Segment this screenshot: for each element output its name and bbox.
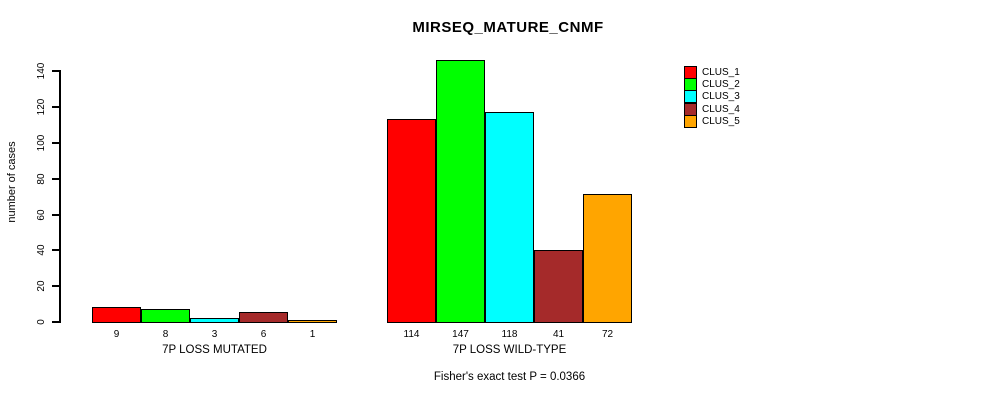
- legend-item: CLUS_4: [684, 102, 740, 116]
- legend-label: CLUS_1: [702, 66, 740, 78]
- y-axis-tick-label: 80: [36, 173, 47, 185]
- bar-value-label: 9: [113, 329, 120, 340]
- y-axis-tick: [52, 106, 60, 109]
- legend-swatch: [684, 115, 697, 129]
- x-axis-group-label: 7P LOSS MUTATED: [162, 344, 267, 356]
- legend-label: CLUS_2: [702, 79, 740, 91]
- bar-value-label: 147: [452, 329, 469, 340]
- y-axis-tick: [52, 213, 60, 216]
- bar-value-label: 8: [162, 329, 169, 340]
- bar-value-label: 118: [501, 329, 518, 340]
- annotation-fisher-test: Fisher's exact test P = 0.0366: [433, 371, 586, 383]
- legend-swatch: [684, 78, 697, 92]
- legend: CLUS_1 CLUS_2 CLUS_3 CLUS_4 CLUS_5: [684, 65, 740, 129]
- y-axis-title: number of cases: [6, 141, 18, 223]
- legend-swatch: [684, 90, 697, 104]
- bar-value-label: 1: [309, 329, 316, 340]
- y-axis-tick-label: 120: [36, 98, 47, 116]
- y-axis-tick: [52, 177, 60, 180]
- y-axis-tick: [52, 70, 60, 73]
- y-axis-tick: [52, 249, 60, 252]
- y-axis-tick: [52, 285, 60, 288]
- bar-clus_5-group1: [288, 320, 337, 323]
- bar-value-label: 41: [552, 329, 565, 340]
- legend-item: CLUS_2: [684, 78, 740, 92]
- y-axis-tick-label: 40: [36, 244, 47, 256]
- bar-value-label: 3: [211, 329, 218, 340]
- y-axis-tick-label: 100: [36, 134, 47, 152]
- y-axis-tick: [52, 321, 60, 323]
- legend-swatch: [684, 65, 697, 79]
- y-axis-tick-label: 20: [36, 280, 47, 292]
- legend-label: CLUS_4: [702, 103, 740, 115]
- bar-clus_2-group1: [141, 309, 190, 323]
- bar-value-label: 114: [403, 329, 420, 340]
- y-axis-tick-label: 0: [36, 319, 47, 325]
- legend-item: CLUS_3: [684, 90, 740, 104]
- x-axis-group-label: 7P LOSS WILD-TYPE: [452, 344, 567, 356]
- legend-item: CLUS_5: [684, 115, 740, 129]
- bar-value-label: 72: [601, 329, 614, 340]
- bar-clus_1-group1: [92, 307, 141, 323]
- legend-item: CLUS_1: [684, 65, 740, 79]
- chart-title: MIRSEQ_MATURE_CNMF: [412, 19, 604, 36]
- y-axis-tick-label: 60: [36, 209, 47, 221]
- bar-clus_5-group2: [583, 194, 632, 323]
- y-axis-line: [59, 70, 61, 323]
- legend-label: CLUS_5: [702, 116, 740, 128]
- bar-clus_3-group2: [485, 112, 534, 323]
- bar-value-label: 6: [260, 329, 267, 340]
- bar-clus_4-group2: [534, 250, 583, 323]
- legend-label: CLUS_3: [702, 91, 740, 103]
- y-axis-tick-label: 140: [36, 63, 47, 80]
- bar-clus_3-group1: [190, 318, 239, 323]
- y-axis-tick: [52, 142, 60, 144]
- bar-clus_4-group1: [239, 312, 288, 323]
- bar-clus_2-group2: [436, 60, 485, 323]
- bar-clus_1-group2: [387, 119, 436, 323]
- legend-swatch: [684, 102, 697, 116]
